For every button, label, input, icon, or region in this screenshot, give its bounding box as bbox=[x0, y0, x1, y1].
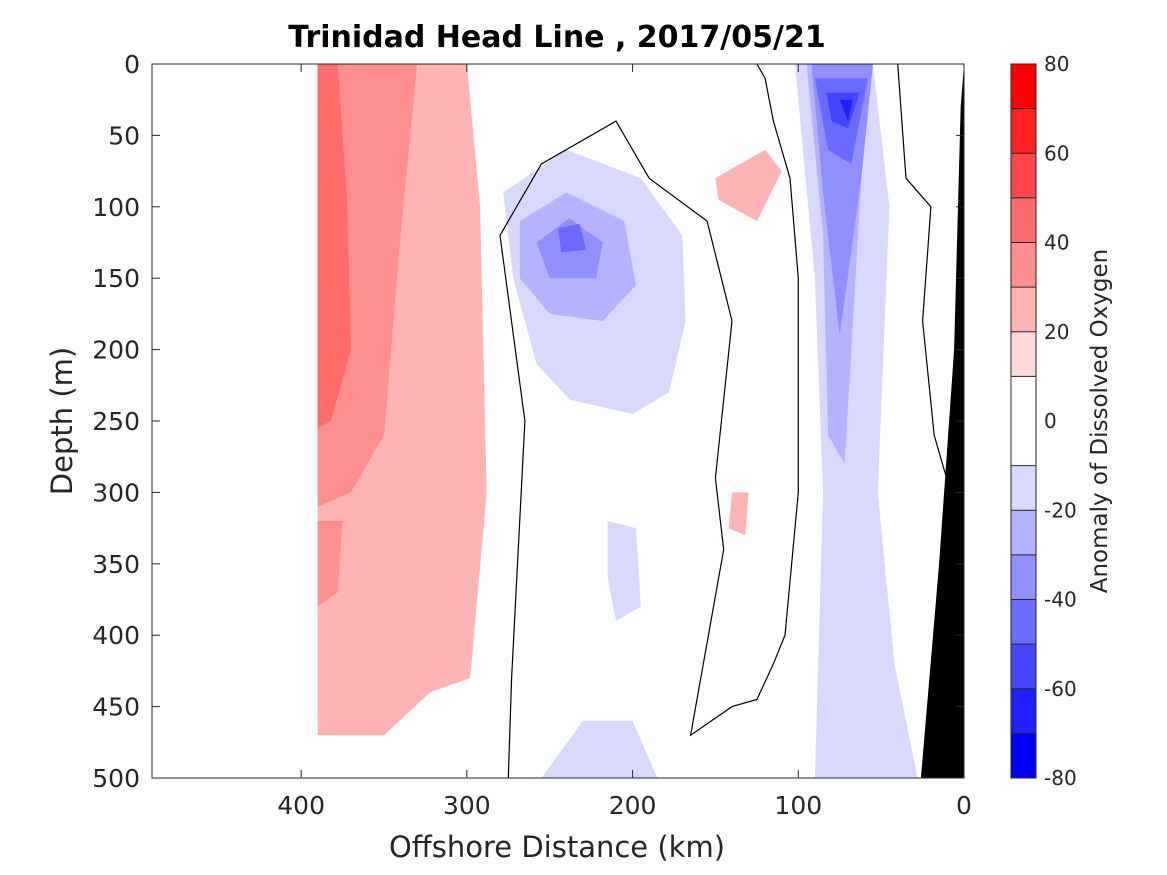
colorbar-band-11 bbox=[1011, 197, 1036, 243]
contour-region-17 bbox=[728, 492, 749, 536]
colorbar-band-8 bbox=[1011, 331, 1036, 377]
zero-contour-line-0 bbox=[499, 64, 799, 778]
colorbar-band-7 bbox=[1011, 376, 1036, 466]
y-tick-label-0: 0 bbox=[124, 50, 140, 79]
y-tick-label-1: 50 bbox=[108, 121, 140, 150]
x-tick-label-2: 200 bbox=[609, 791, 657, 820]
y-tick-label-3: 150 bbox=[92, 264, 140, 293]
contour-region-2 bbox=[317, 521, 343, 607]
y-tick-label-10: 500 bbox=[92, 764, 140, 793]
x-tick-label-0: 400 bbox=[277, 791, 325, 820]
colorbar-band-2 bbox=[1011, 644, 1036, 689]
colorbar-tick-label-5: -20 bbox=[1044, 498, 1077, 522]
y-tick-label-6: 300 bbox=[92, 478, 140, 507]
x-tick-label-3: 100 bbox=[774, 791, 822, 820]
colorbar-band-0 bbox=[1011, 733, 1036, 778]
colorbar: 80 60 40 20 0 -20 -40 -60 -80 bbox=[1010, 52, 1077, 790]
contour-region-9 bbox=[541, 720, 658, 778]
plot-area bbox=[152, 64, 964, 778]
x-tick-label-1: 300 bbox=[443, 791, 491, 820]
y-tick-label-5: 250 bbox=[92, 407, 140, 436]
axes: 400 300 200 100 0 0 50 100 150 200 250 300 350 400 450… bbox=[92, 50, 972, 820]
y-tick-label-7: 350 bbox=[92, 550, 140, 579]
colorbar-tick-label-0: 80 bbox=[1044, 52, 1069, 76]
contour-region-8 bbox=[607, 521, 641, 621]
x-tick-label-4: 0 bbox=[956, 791, 972, 820]
colorbar-tick-label-1: 60 bbox=[1044, 141, 1069, 165]
y-axis-title: Depth (m) bbox=[45, 347, 79, 495]
colorbar-frame bbox=[1010, 63, 1037, 779]
seafloor-mask bbox=[920, 64, 964, 778]
y-tick-label-9: 450 bbox=[92, 693, 140, 722]
colorbar-band-13 bbox=[1011, 108, 1036, 154]
colorbar-tick-label-7: -60 bbox=[1044, 677, 1077, 701]
colorbar-band-10 bbox=[1011, 242, 1036, 288]
contour-region-15 bbox=[839, 99, 853, 122]
colorbar-tick-label-6: -40 bbox=[1044, 588, 1077, 612]
colorbar-tick-label-3: 20 bbox=[1044, 320, 1069, 344]
colorbar-band-5 bbox=[1011, 510, 1036, 555]
y-tick-label-8: 400 bbox=[92, 621, 140, 650]
colorbar-title: Anomaly of Dissolved Oxygen bbox=[1087, 249, 1113, 594]
colorbar-band-6 bbox=[1011, 465, 1036, 511]
contour-region-16 bbox=[715, 149, 782, 222]
colorbar-tick-label-8: -80 bbox=[1044, 766, 1077, 790]
colorbar-tick-label-4: 0 bbox=[1044, 409, 1057, 433]
colorbar-band-1 bbox=[1011, 688, 1036, 734]
colorbar-band-14 bbox=[1011, 64, 1036, 109]
colorbar-band-9 bbox=[1011, 287, 1036, 332]
colorbar-tick-label-2: 40 bbox=[1044, 231, 1069, 255]
zero-contour-line-1 bbox=[897, 64, 952, 493]
colorbar-band-3 bbox=[1011, 599, 1036, 645]
contour-region-3 bbox=[317, 64, 351, 429]
chart-title: Trinidad Head Line , 2017/05/21 bbox=[288, 20, 825, 55]
y-tick-label-2: 100 bbox=[92, 193, 140, 222]
y-tick-label-4: 200 bbox=[92, 336, 140, 365]
contour-region-7 bbox=[558, 223, 587, 253]
x-axis-title: Offshore Distance (km) bbox=[389, 830, 725, 864]
colorbar-band-12 bbox=[1011, 153, 1036, 198]
colorbar-band-4 bbox=[1011, 554, 1036, 600]
